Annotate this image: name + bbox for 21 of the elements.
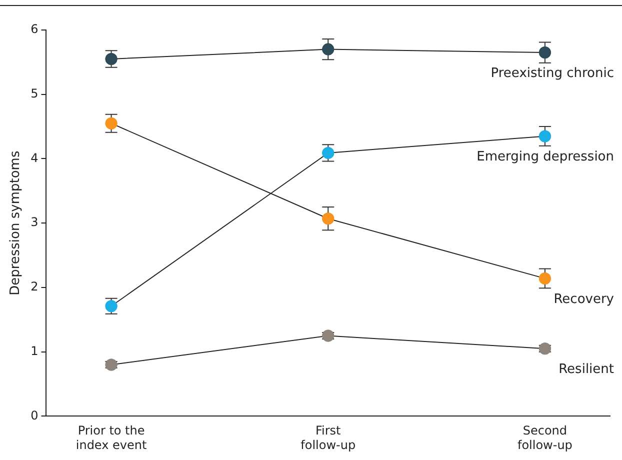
y-tick-label: 3: [30, 215, 38, 230]
point: [538, 342, 551, 355]
series-label: Emerging depression: [476, 150, 614, 165]
point: [322, 43, 334, 56]
y-axis-title: Depression symptoms: [8, 150, 24, 296]
series-label: Recovery: [554, 292, 614, 307]
point: [105, 358, 118, 371]
series-label: Preexisting chronic: [490, 66, 614, 81]
point: [322, 212, 334, 225]
y-tick-label: 6: [30, 22, 38, 36]
y-tick-label: 4: [30, 150, 38, 165]
x-tick-label: First follow-up: [300, 424, 356, 452]
y-tick-label: 1: [30, 344, 38, 358]
y-tick-label: 2: [30, 280, 38, 294]
y-tick-label: 5: [30, 86, 38, 100]
series-label: Resilient: [558, 362, 614, 377]
y-tick-label: 0: [30, 408, 38, 422]
point: [538, 46, 551, 59]
x-tick-label: Second follow-up: [517, 424, 572, 452]
x-tick-label: Prior to the index event: [76, 424, 147, 452]
point: [322, 330, 334, 342]
